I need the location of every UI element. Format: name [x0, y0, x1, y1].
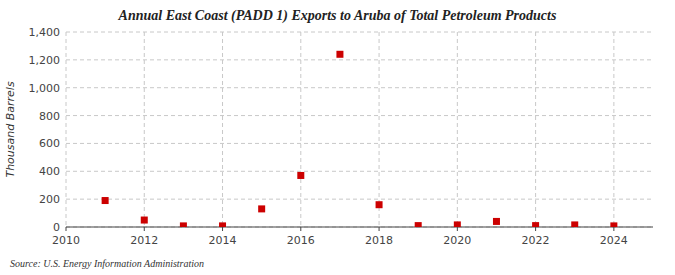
y-tick-label: 1,000 — [29, 82, 61, 95]
source: Source: U.S. Energy Information Administ… — [10, 258, 204, 269]
x-tick — [300, 227, 301, 231]
point — [336, 51, 343, 58]
x-tick-label: 2012 — [130, 234, 158, 247]
grid-line — [379, 32, 380, 227]
x-tick — [222, 227, 223, 231]
y-tick-label: 800 — [39, 110, 60, 123]
grid-line — [144, 32, 145, 227]
y-axis-label: Thousand Barrels — [4, 81, 17, 177]
x-tick-label: 2020 — [443, 234, 471, 247]
grid-line — [535, 32, 536, 227]
point — [493, 218, 500, 225]
x-tick — [457, 227, 458, 231]
x-tick — [144, 227, 145, 231]
x-tick-label: 2018 — [365, 234, 393, 247]
grid-line — [457, 32, 458, 227]
x-tick-label: 2024 — [600, 234, 628, 247]
x-tick — [66, 227, 67, 231]
point — [102, 197, 109, 204]
point — [610, 222, 617, 227]
x-tick — [613, 227, 614, 231]
grid-line — [66, 199, 653, 200]
x-tick-label: 2010 — [52, 234, 80, 247]
chart: Annual East Coast (PADD 1) Exports to Ar… — [0, 0, 675, 275]
point — [258, 205, 265, 212]
grid-line — [66, 59, 653, 60]
grid-line — [66, 115, 653, 116]
point — [141, 217, 148, 224]
y-tick-label: 1,400 — [29, 26, 61, 39]
point — [297, 172, 304, 179]
x-tick — [379, 227, 380, 231]
grid-line — [66, 227, 653, 228]
y-tick-label: 400 — [39, 165, 60, 178]
point — [180, 222, 187, 227]
point — [415, 222, 422, 227]
grid-line — [66, 32, 653, 33]
y-tick-label: 0 — [53, 221, 60, 234]
x-axis-line — [66, 227, 653, 228]
point — [219, 222, 226, 227]
x-tick-label: 2016 — [287, 234, 315, 247]
point — [571, 221, 578, 227]
grid-line — [66, 32, 67, 227]
x-tick-label: 2022 — [522, 234, 550, 247]
grid-line — [613, 32, 614, 227]
x-tick-label: 2014 — [209, 234, 237, 247]
grid-line — [66, 87, 653, 88]
grid-line — [66, 171, 653, 172]
title: Annual East Coast (PADD 1) Exports to Ar… — [118, 8, 557, 24]
point — [532, 222, 539, 227]
points — [102, 51, 618, 227]
grid-line — [66, 143, 653, 144]
point — [454, 221, 461, 227]
y-tick-label: 200 — [39, 193, 60, 206]
grid-line — [300, 32, 301, 227]
y-tick-label: 1,200 — [29, 54, 61, 67]
point — [376, 201, 383, 208]
grid-line — [222, 32, 223, 227]
grid — [66, 32, 653, 227]
x-tick — [535, 227, 536, 231]
y-tick-label: 600 — [39, 137, 60, 150]
